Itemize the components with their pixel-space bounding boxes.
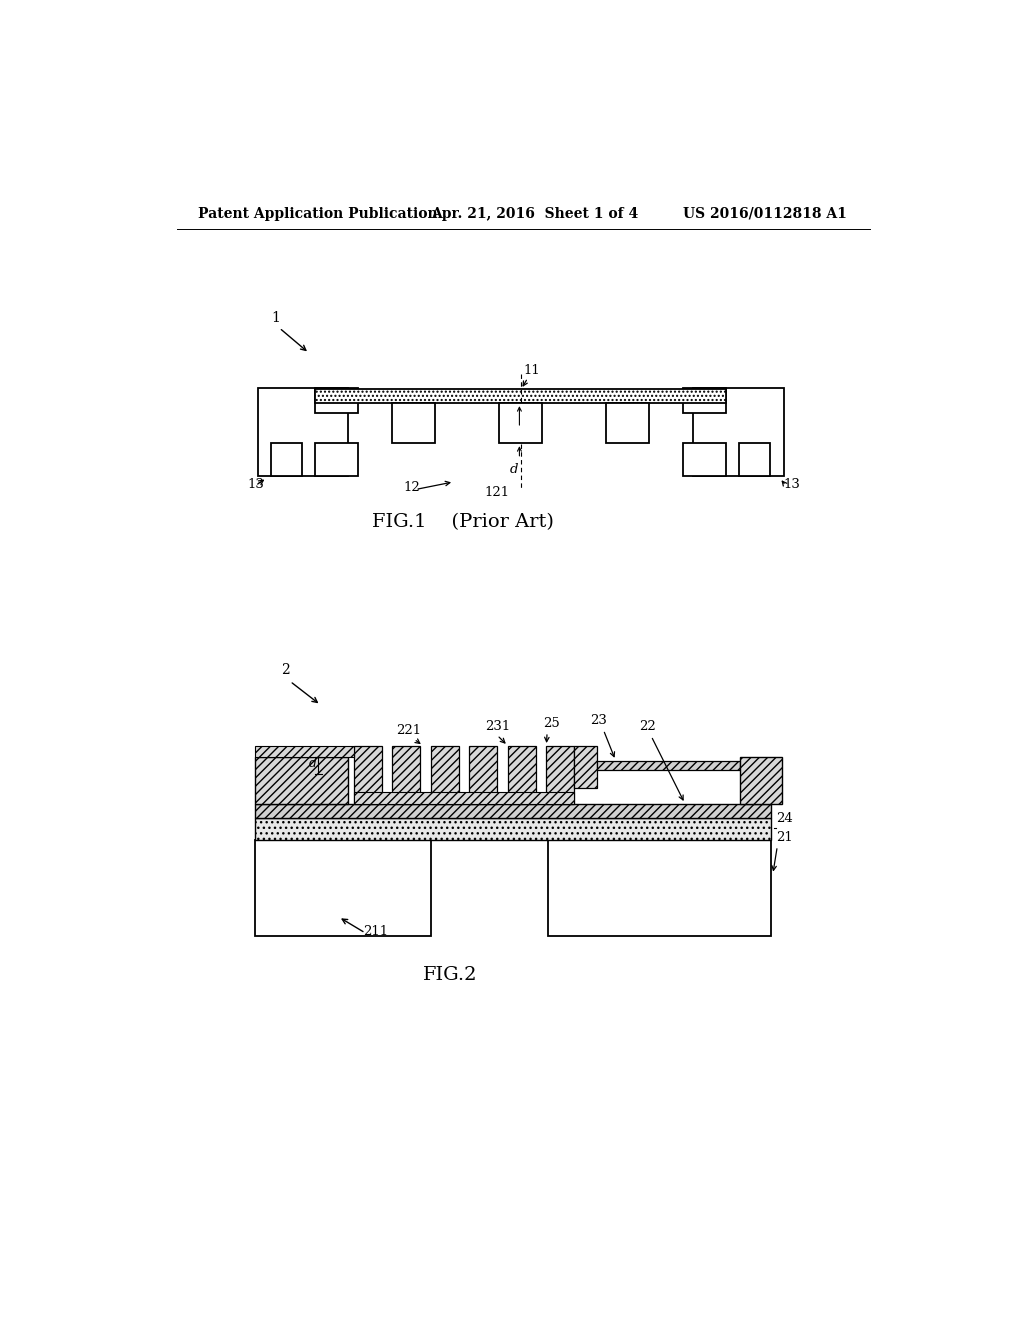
Text: 2: 2 xyxy=(282,664,290,677)
Text: 121: 121 xyxy=(484,486,510,499)
Bar xyxy=(437,793,446,804)
Bar xyxy=(255,746,354,756)
Text: 22: 22 xyxy=(639,719,655,733)
Bar xyxy=(386,793,395,804)
Bar xyxy=(315,444,357,477)
Bar xyxy=(392,746,420,804)
Bar xyxy=(548,840,771,936)
Bar xyxy=(500,404,542,444)
Bar xyxy=(403,793,413,804)
Bar xyxy=(547,746,574,804)
Bar xyxy=(471,793,480,804)
Text: 1: 1 xyxy=(271,310,281,325)
Text: FIG.2: FIG.2 xyxy=(423,966,477,983)
Bar xyxy=(606,404,649,444)
Bar xyxy=(255,756,348,804)
Text: 231: 231 xyxy=(484,719,510,733)
Bar xyxy=(683,388,726,413)
Bar xyxy=(739,756,782,804)
Bar xyxy=(354,792,574,804)
Bar xyxy=(255,840,431,936)
Bar xyxy=(258,388,348,477)
Bar xyxy=(392,404,435,444)
Bar xyxy=(315,388,357,413)
Text: 12: 12 xyxy=(403,480,420,494)
Bar xyxy=(597,760,739,770)
Text: 13: 13 xyxy=(783,478,801,491)
Bar xyxy=(255,804,771,817)
Text: US 2016/0112818 A1: US 2016/0112818 A1 xyxy=(683,207,847,220)
Bar xyxy=(315,389,726,404)
Text: 24: 24 xyxy=(776,812,793,825)
Text: 23: 23 xyxy=(590,714,607,726)
Bar xyxy=(431,746,459,804)
Text: FIG.1    (Prior Art): FIG.1 (Prior Art) xyxy=(372,513,553,531)
Text: 25: 25 xyxy=(544,717,560,730)
Text: d: d xyxy=(309,758,317,771)
Bar xyxy=(508,746,536,804)
Bar xyxy=(574,746,597,788)
Bar xyxy=(469,746,497,804)
Bar xyxy=(739,444,770,477)
Bar xyxy=(683,444,726,477)
Bar xyxy=(354,746,382,804)
Text: Patent Application Publication: Patent Application Publication xyxy=(199,207,438,220)
Bar xyxy=(420,793,429,804)
Text: Apr. 21, 2016  Sheet 1 of 4: Apr. 21, 2016 Sheet 1 of 4 xyxy=(431,207,638,220)
Text: 11: 11 xyxy=(523,364,540,378)
Text: 21: 21 xyxy=(776,830,793,843)
Bar xyxy=(454,793,463,804)
Text: 221: 221 xyxy=(396,725,421,738)
Text: d: d xyxy=(509,462,518,475)
Text: 13: 13 xyxy=(248,478,264,491)
Text: 211: 211 xyxy=(364,924,388,937)
Bar xyxy=(255,817,771,840)
Bar xyxy=(271,444,302,477)
Bar xyxy=(370,793,379,804)
Bar xyxy=(692,388,783,477)
